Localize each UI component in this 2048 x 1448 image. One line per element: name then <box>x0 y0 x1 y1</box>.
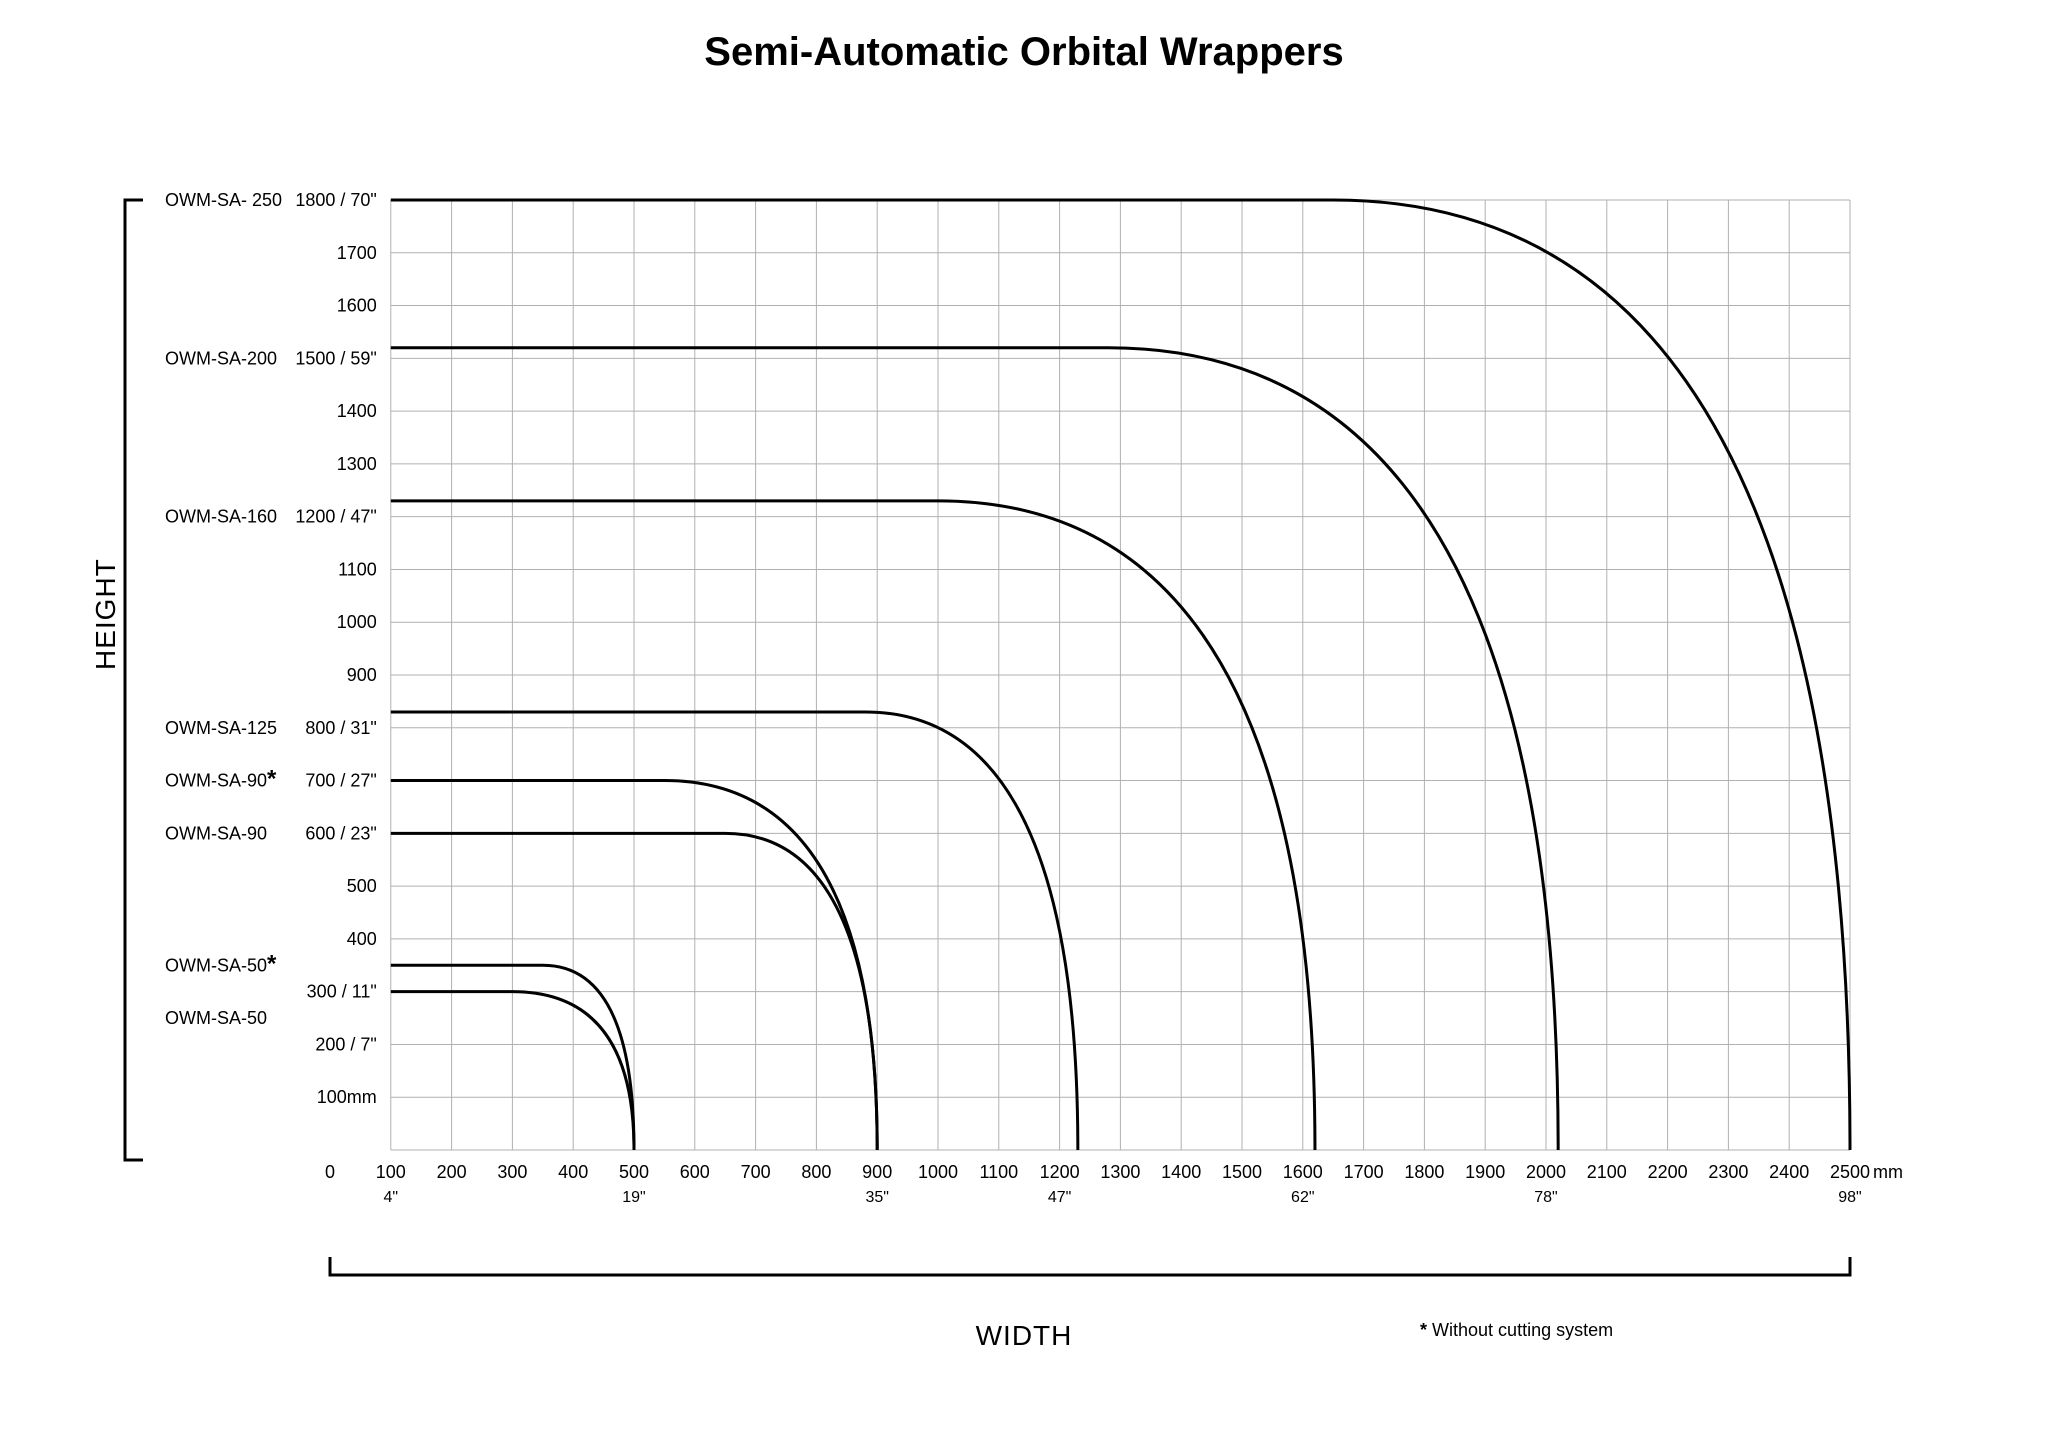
x-tick-label: 1100 <box>979 1162 1018 1182</box>
x-tick-label: 0 <box>325 1162 335 1182</box>
y-tick-label: 800 / 31" <box>305 718 376 738</box>
x-tick-label: 1000 <box>918 1162 958 1182</box>
x-tick-label: 900 <box>862 1162 892 1182</box>
x-tick-label: 400 <box>558 1162 588 1182</box>
y-tick-label: 400 <box>347 929 377 949</box>
x-tick-label: 200 <box>437 1162 467 1182</box>
x-tick-inch-label: 98" <box>1838 1189 1861 1206</box>
x-tick-label: 2100 <box>1587 1162 1627 1182</box>
y-tick-label: 1700 <box>337 243 377 263</box>
y-tick-label: 1200 / 47" <box>295 507 376 527</box>
x-tick-label: 500 <box>619 1162 649 1182</box>
x-tick-label: 2300 <box>1708 1162 1748 1182</box>
model-label: OWM-SA-200 <box>165 348 277 368</box>
envelope-curve <box>391 712 1078 1150</box>
model-label: OWM-SA-50* <box>165 950 277 977</box>
y-tick-label: 1000 <box>337 612 377 632</box>
model-label: OWM-SA-50 <box>165 1008 267 1028</box>
x-tick-label: 800 <box>801 1162 831 1182</box>
x-tick-label: 1600 <box>1283 1162 1323 1182</box>
x-tick-label: 100 <box>376 1162 406 1182</box>
x-tick-label: 2400 <box>1769 1162 1809 1182</box>
x-tick-label: 600 <box>680 1162 710 1182</box>
y-tick-label: 500 <box>347 876 377 896</box>
y-tick-label: 300 / 11" <box>307 982 377 1002</box>
x-tick-label: 1900 <box>1465 1162 1505 1182</box>
x-tick-inch-label: 78" <box>1534 1189 1557 1206</box>
y-tick-label: 200 / 7" <box>315 1034 376 1054</box>
y-tick-label: 100mm <box>317 1087 377 1107</box>
y-axis-bracket <box>125 200 143 1160</box>
x-tick-inch-label: 62" <box>1291 1189 1314 1206</box>
y-tick-label: 1400 <box>337 401 377 421</box>
model-label: OWM-SA-125 <box>165 718 277 738</box>
x-unit-label: mm <box>1873 1162 1903 1182</box>
x-tick-inch-label: 35" <box>865 1189 888 1206</box>
model-label: OWM-SA- 250 <box>165 190 282 210</box>
x-tick-label: 2000 <box>1526 1162 1566 1182</box>
x-tick-label: 1300 <box>1100 1162 1140 1182</box>
envelope-curve <box>391 501 1315 1150</box>
envelope-curve <box>391 348 1558 1150</box>
y-tick-label: 1300 <box>337 454 377 474</box>
y-tick-label: 900 <box>347 665 377 685</box>
x-tick-label: 300 <box>497 1162 527 1182</box>
y-tick-label: 600 / 23" <box>305 823 376 843</box>
x-tick-label: 1500 <box>1222 1162 1262 1182</box>
model-label: OWM-SA-90 <box>165 823 267 843</box>
x-tick-inch-label: 19" <box>622 1189 645 1206</box>
x-tick-inch-label: 47" <box>1048 1189 1071 1206</box>
x-tick-label: 700 <box>741 1162 771 1182</box>
x-tick-label: 2200 <box>1648 1162 1688 1182</box>
x-tick-label: 1400 <box>1161 1162 1201 1182</box>
y-tick-label: 1100 <box>338 559 377 579</box>
x-tick-label: 1700 <box>1344 1162 1384 1182</box>
x-axis-bracket <box>330 1257 1850 1275</box>
x-tick-label: 1200 <box>1040 1162 1080 1182</box>
y-tick-label: 1800 / 70" <box>295 190 376 210</box>
y-tick-label: 1500 / 59" <box>295 348 376 368</box>
x-tick-label: 2500 <box>1830 1162 1870 1182</box>
x-tick-inch-label: 4" <box>384 1189 399 1206</box>
chart-canvas: 0 100 200 300 400 500 600 700 800 900 1000 1100 1200… <box>0 0 2048 1448</box>
y-tick-label: 700 / 27" <box>305 771 376 791</box>
model-label: OWM-SA-90* <box>165 766 277 793</box>
x-tick-label: 1800 <box>1404 1162 1444 1182</box>
y-tick-label: 1600 <box>337 296 377 316</box>
model-label: OWM-SA-160 <box>165 507 277 527</box>
